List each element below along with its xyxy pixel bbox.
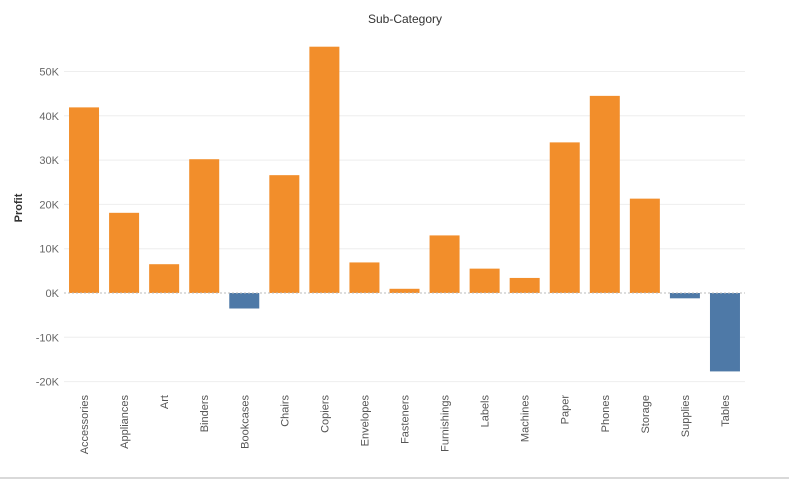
bar-chairs[interactable] (269, 175, 300, 293)
x-tick-label: Supplies (680, 395, 692, 438)
bar-supplies[interactable] (669, 293, 700, 299)
bar-bookcases[interactable] (229, 293, 260, 309)
x-tick-label: Envelopes (359, 395, 371, 447)
y-tick-label: 50K (39, 67, 59, 79)
bar-paper[interactable] (549, 142, 580, 293)
bar-furnishings[interactable] (429, 235, 460, 293)
bar-appliances[interactable] (109, 212, 140, 293)
y-tick-label: 0K (46, 288, 60, 300)
y-tick-label: 30K (39, 155, 59, 167)
x-tick-label: Bookcases (239, 395, 251, 449)
x-tick-label: Tables (720, 395, 732, 427)
bar-labels[interactable] (469, 268, 500, 293)
y-tick-label: -20K (36, 377, 60, 389)
x-tick-label: Furnishings (440, 395, 452, 452)
y-axis-title: Profit (13, 193, 25, 222)
x-tick-label: Storage (640, 395, 652, 434)
bottom-divider (0, 477, 789, 479)
y-tick-label: -10K (36, 332, 60, 344)
x-tick-label: Accessories (79, 395, 91, 455)
bar-binders[interactable] (189, 159, 220, 293)
x-tick-label: Appliances (119, 395, 131, 449)
bar-storage[interactable] (629, 198, 660, 293)
x-tick-label: Paper (560, 395, 572, 425)
bar-phones[interactable] (589, 95, 620, 294)
bar-accessories[interactable] (69, 107, 100, 294)
x-tick-label: Binders (199, 395, 211, 433)
y-tick-label: 10K (39, 244, 59, 256)
x-tick-label: Labels (480, 395, 492, 428)
bar-art[interactable] (149, 264, 180, 293)
bar-envelopes[interactable] (349, 262, 380, 293)
bar-fasteners[interactable] (389, 288, 420, 293)
bars (69, 46, 740, 372)
bar-copiers[interactable] (309, 46, 340, 293)
x-tick-label: Art (159, 395, 171, 409)
bar-tables[interactable] (709, 293, 740, 372)
x-axis-labels: Accessories Appliances Art Binders Bookcases… (79, 395, 732, 455)
gridlines (64, 71, 745, 383)
x-tick-label: Chairs (279, 395, 291, 427)
x-tick-label: Phones (600, 395, 612, 433)
y-tick-label: 20K (39, 199, 59, 211)
y-tick-label: 40K (39, 111, 59, 123)
y-axis-ticks: -20K -10K 0K 10K 20K 30K 40K 50K (36, 67, 60, 389)
x-tick-label: Copiers (319, 395, 331, 433)
chart-title: Sub-Category (368, 12, 442, 26)
bar-machines[interactable] (509, 277, 540, 293)
x-tick-label: Fasteners (400, 395, 412, 444)
x-tick-label: Machines (520, 395, 532, 443)
